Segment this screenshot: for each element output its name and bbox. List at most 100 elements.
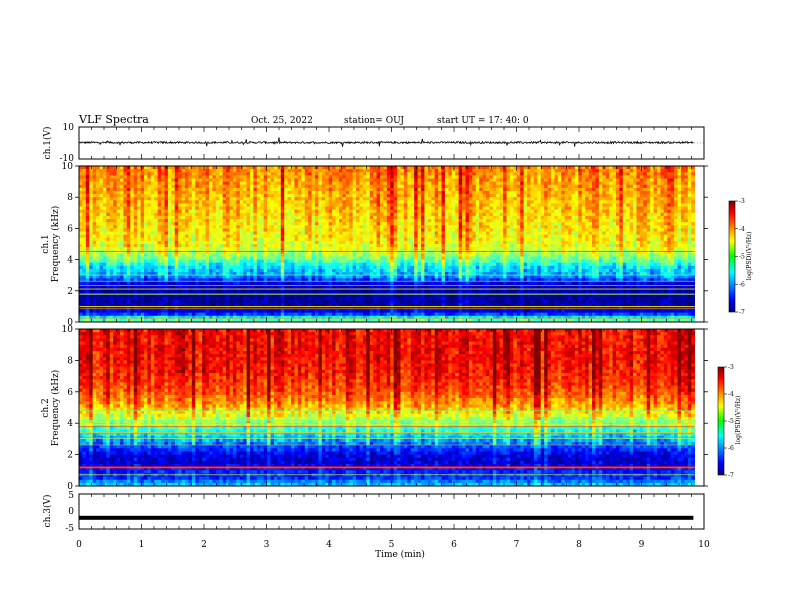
spectrogram-cell xyxy=(318,190,323,195)
spectrogram-cell xyxy=(646,222,651,226)
spectrogram-cell xyxy=(677,178,682,182)
spectrogram-cell xyxy=(325,197,330,201)
spectrogram-cell xyxy=(588,240,593,245)
spectrogram-cell xyxy=(598,234,603,239)
spectrogram-cell xyxy=(373,184,377,189)
spectrogram-cell xyxy=(386,237,391,242)
spectrogram-cell xyxy=(523,215,528,220)
spectrogram-cell xyxy=(284,209,289,214)
spectrogram-cell xyxy=(670,222,675,226)
spectrogram-cell xyxy=(431,203,436,207)
spectrogram-cell xyxy=(92,172,97,176)
spectrogram-cell xyxy=(653,222,658,226)
spectrogram-cell xyxy=(650,197,654,201)
spectrogram-cell xyxy=(356,206,360,211)
spectrogram-cell xyxy=(113,175,118,179)
spectrogram-cell xyxy=(403,247,408,251)
spectrogram-cell xyxy=(120,187,124,192)
spectrogram-cell xyxy=(499,222,504,226)
spectrogram-cell xyxy=(102,244,107,248)
spectrogram-cell xyxy=(503,194,507,198)
spectrogram-cell xyxy=(379,250,384,254)
spectrogram-cell xyxy=(657,225,661,229)
spectrogram-cell xyxy=(181,228,186,232)
spectrogram-cell xyxy=(239,240,244,245)
spectrogram-cell xyxy=(455,181,460,186)
spectrogram-cell xyxy=(222,187,227,192)
spectrogram-cell xyxy=(246,237,251,242)
spectrogram-cell xyxy=(352,228,357,232)
spectrogram-cell xyxy=(581,212,586,217)
spectrogram-cell xyxy=(527,225,531,229)
spectrogram-cell xyxy=(325,215,330,220)
spectrogram-cell xyxy=(561,215,566,220)
spectrogram-cell xyxy=(489,234,494,239)
spectrogram-cell xyxy=(273,247,278,251)
spectrogram-cell xyxy=(482,166,487,170)
spectrogram-cell xyxy=(250,250,254,254)
spectrogram-cell xyxy=(345,240,350,245)
spectrogram-cell xyxy=(544,247,548,251)
spectrogram-cell xyxy=(236,184,241,189)
spectrogram-cell xyxy=(547,237,552,242)
spectrogram-cell xyxy=(468,209,473,214)
spectrogram-cell xyxy=(332,212,336,217)
spectrogram-cell xyxy=(403,169,408,173)
spectrogram-cell xyxy=(537,244,542,248)
spectrogram-cell xyxy=(270,200,275,204)
spectrogram-cell xyxy=(622,240,627,245)
spectrogram-cell xyxy=(198,190,203,195)
spectrogram-cell xyxy=(544,200,548,204)
spectrogram-cell xyxy=(516,225,521,229)
spectrogram-cell xyxy=(438,172,442,176)
spectrogram-cell xyxy=(273,228,278,232)
spectrogram-cell xyxy=(349,209,354,214)
spectrogram-cell xyxy=(636,194,641,198)
spectrogram-cell xyxy=(123,250,128,254)
spectrogram-cell xyxy=(533,166,538,170)
spectrogram-cell xyxy=(431,228,436,232)
spectrogram-cell xyxy=(270,250,275,254)
spectrogram-cell xyxy=(314,247,319,251)
spectrogram-cell xyxy=(496,178,501,182)
spectrogram-cell xyxy=(585,244,589,248)
spectrogram-cell xyxy=(198,172,203,176)
spectrogram-cell xyxy=(479,234,483,239)
spectrogram-cell xyxy=(687,237,692,242)
spectrogram-cell xyxy=(369,187,374,192)
spectrogram-cell xyxy=(304,197,309,201)
spectrogram-cell xyxy=(503,203,507,207)
spectrogram-cell xyxy=(468,234,473,239)
spectrogram-cell xyxy=(352,231,357,236)
spectrogram-cell xyxy=(537,169,542,173)
spectrogram-cell xyxy=(147,190,152,195)
spectrogram-cell xyxy=(670,169,675,173)
spectrogram-cell xyxy=(373,169,377,173)
spectrogram-cell xyxy=(171,203,176,207)
spectrogram-cell xyxy=(451,231,456,236)
spectrogram-cell xyxy=(120,228,124,232)
spectrogram-cell xyxy=(499,169,504,173)
spectrogram-cell xyxy=(400,222,405,226)
spectrogram-cell xyxy=(605,178,610,182)
spectrogram-cell xyxy=(509,187,514,192)
spectrogram-cell xyxy=(256,219,261,223)
spectrogram-cell xyxy=(612,209,617,214)
spectrogram-cell xyxy=(670,194,675,198)
spectrogram-cell xyxy=(178,209,182,214)
spectrogram-cell xyxy=(140,166,145,170)
spectrogram-cell xyxy=(643,184,648,189)
spectrogram-cell xyxy=(161,184,165,189)
spectrogram-cell xyxy=(359,237,364,242)
spectrogram-cell xyxy=(431,172,436,176)
spectrogram-cell xyxy=(137,228,141,232)
spectrogram-cell xyxy=(486,169,490,173)
spectrogram-cell xyxy=(520,231,525,236)
spectrogram-cell xyxy=(496,181,501,186)
spectrogram-cell xyxy=(431,247,436,251)
spectrogram-cell xyxy=(167,194,172,198)
spectrogram-cell xyxy=(667,240,672,245)
spectrogram-cell xyxy=(243,222,247,226)
spectrogram-cell xyxy=(674,234,678,239)
spectrogram-cell xyxy=(99,237,104,242)
